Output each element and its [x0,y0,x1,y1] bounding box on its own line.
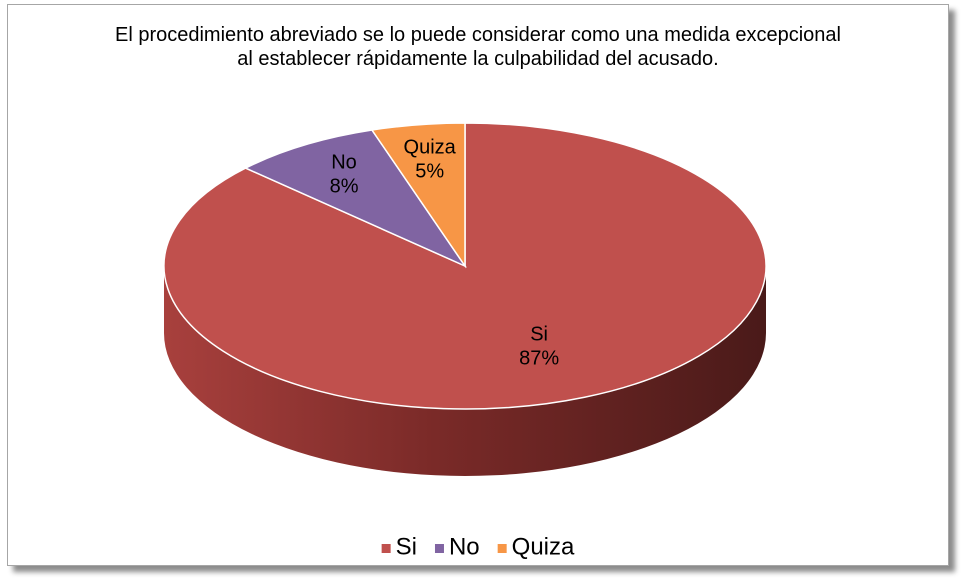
slice-label: Si [530,324,548,346]
legend-label: Si [396,533,417,560]
legend-swatch [434,544,444,553]
chart-title: El procedimiento abreviado se lo puede c… [115,24,841,70]
legend-swatch [381,544,391,553]
slice-value-label: 5% [415,160,444,182]
slice-value-label: 87% [519,348,559,370]
legend-label: Quiza [512,533,575,560]
pie-side [164,266,766,476]
slice-value-label: 8% [330,176,359,198]
legend-label: No [449,533,480,560]
pie-slice [370,122,466,269]
chart-frame: El procedimiento abreviado se lo puede c… [7,4,949,566]
slice-label: Quiza [404,136,457,158]
slice-label: No [331,152,357,174]
pie-slice [243,129,468,268]
legend-swatch [497,544,507,553]
